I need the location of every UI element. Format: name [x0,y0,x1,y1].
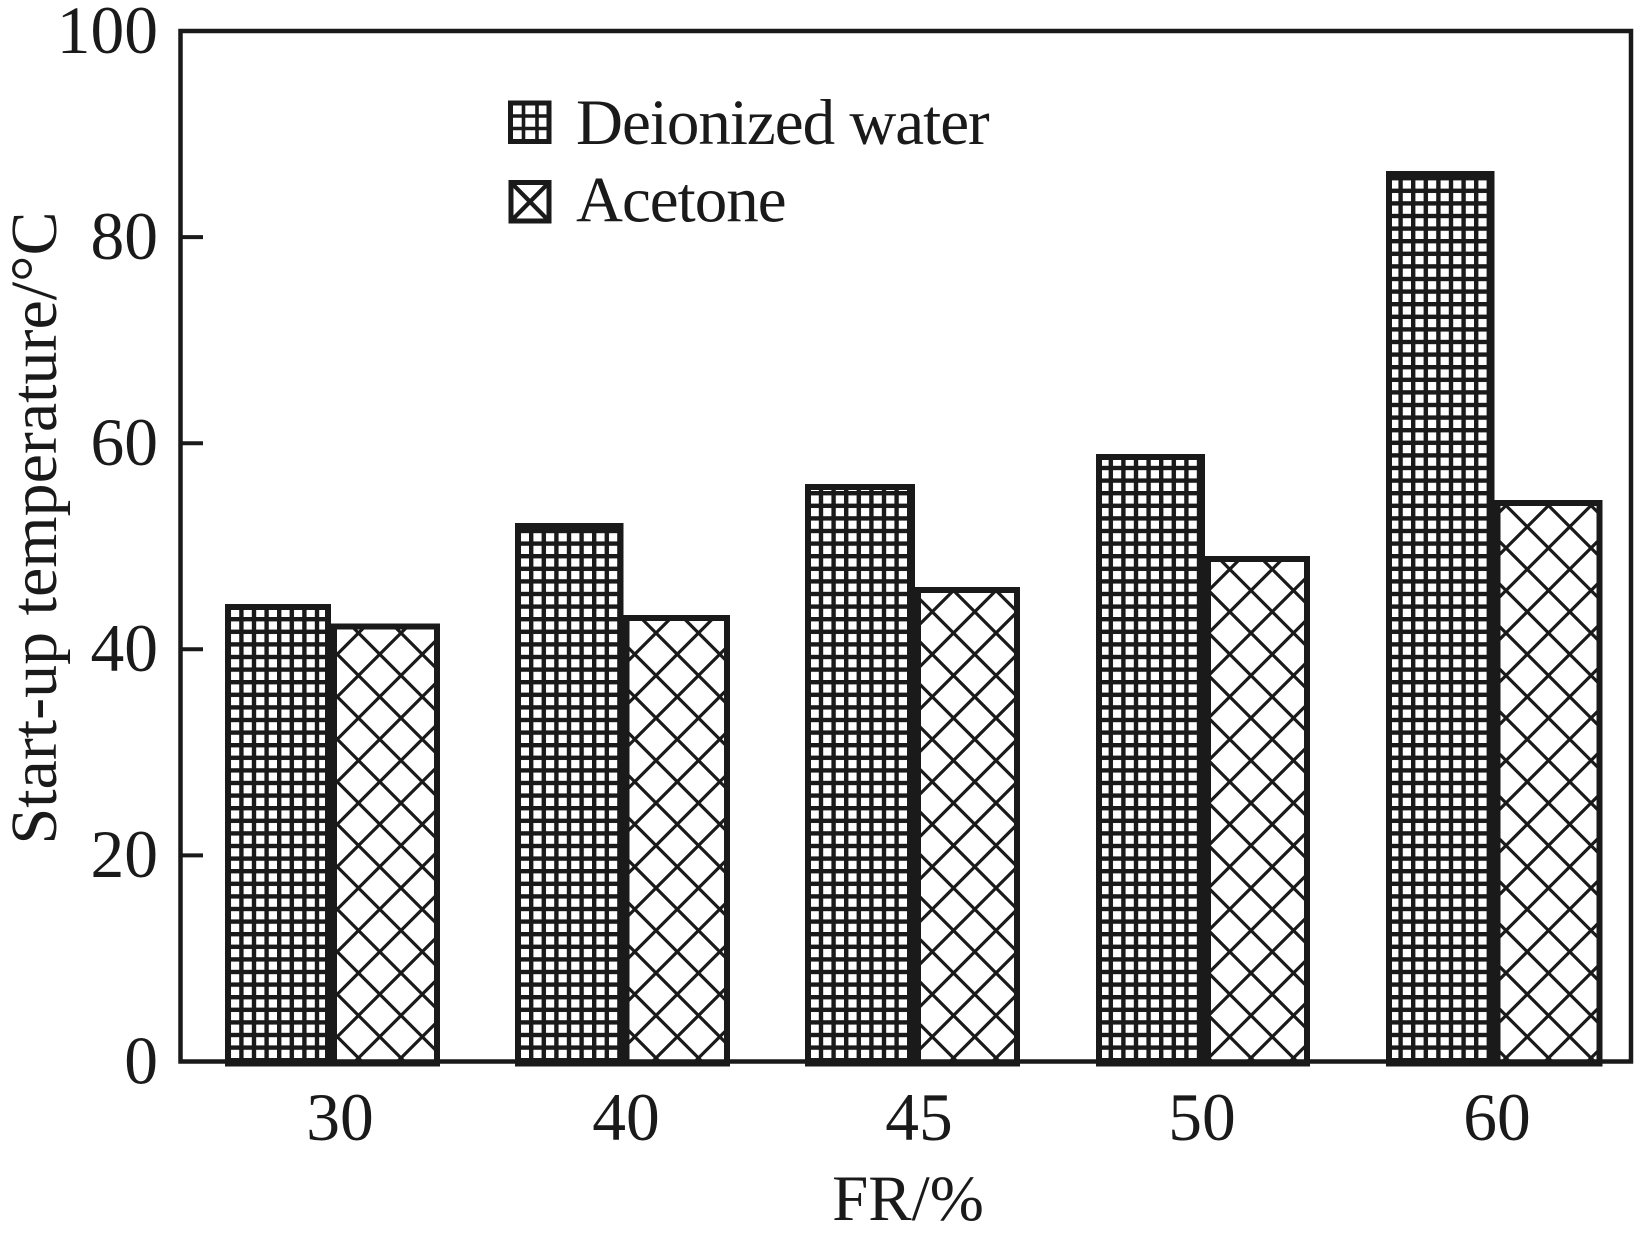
svg-text:45: 45 [885,1080,953,1155]
svg-text:FR/%: FR/% [832,1163,984,1235]
svg-text:Acetone: Acetone [576,165,786,237]
svg-text:40: 40 [592,1080,660,1155]
svg-text:80: 80 [91,199,159,274]
svg-text:0: 0 [124,1024,158,1099]
svg-text:100: 100 [57,0,158,68]
svg-text:60: 60 [91,405,159,480]
svg-text:50: 50 [1168,1080,1236,1155]
svg-text:40: 40 [91,611,159,686]
svg-text:30: 30 [306,1080,374,1155]
svg-text:20: 20 [91,817,159,892]
svg-text:60: 60 [1463,1080,1531,1155]
svg-text:Start-up temperature/°C: Start-up temperature/°C [0,211,71,844]
svg-text:Deionized water: Deionized water [576,87,990,159]
